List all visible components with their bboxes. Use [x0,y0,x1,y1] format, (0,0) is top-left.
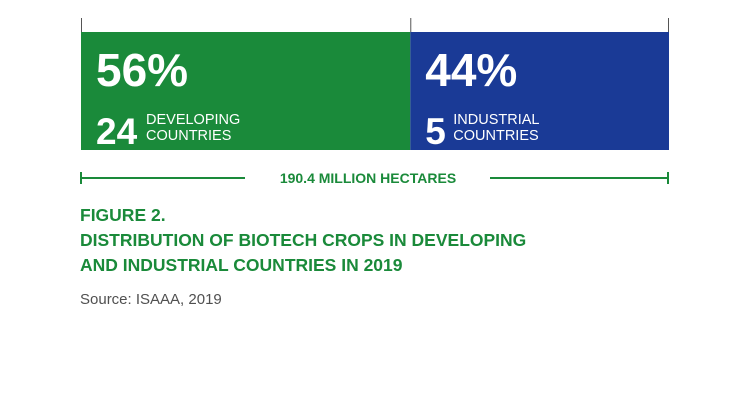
figure-title-line-1: DISTRIBUTION OF BIOTECH CROPS IN DEVELOP… [80,230,527,250]
segment-group-line1-1: INDUSTRIAL [453,112,539,128]
segment-group-line2-0: COUNTRIES [146,128,231,144]
segment-group-line1-0: DEVELOPING [146,112,240,128]
figure-title-line-2: AND INDUSTRIAL COUNTRIES IN 2019 [80,255,403,275]
stacked-bar-chart: 56% 24 DEVELOPING COUNTRIES 44% 5 INDUSTRIAL CO… [80,18,670,193]
segment-count-label-0: 24 [96,111,138,152]
bar-segment-0 [81,32,411,150]
segment-percent-label-0: 56% [96,44,188,96]
figure-caption: FIGURE 2. DISTRIBUTION OF BIOTECH CROPS … [80,203,680,278]
source-note: Source: ISAAA, 2019 [80,291,222,308]
segment-group-line2-1: COUNTRIES [453,128,538,144]
total-label: 190.4 MILLION HECTARES [280,170,456,186]
segment-percent-label-1: 44% [425,44,517,96]
bar-segment-1 [410,32,669,150]
segment-count-label-1: 5 [425,111,446,152]
figure-number: FIGURE 2. [80,205,166,225]
